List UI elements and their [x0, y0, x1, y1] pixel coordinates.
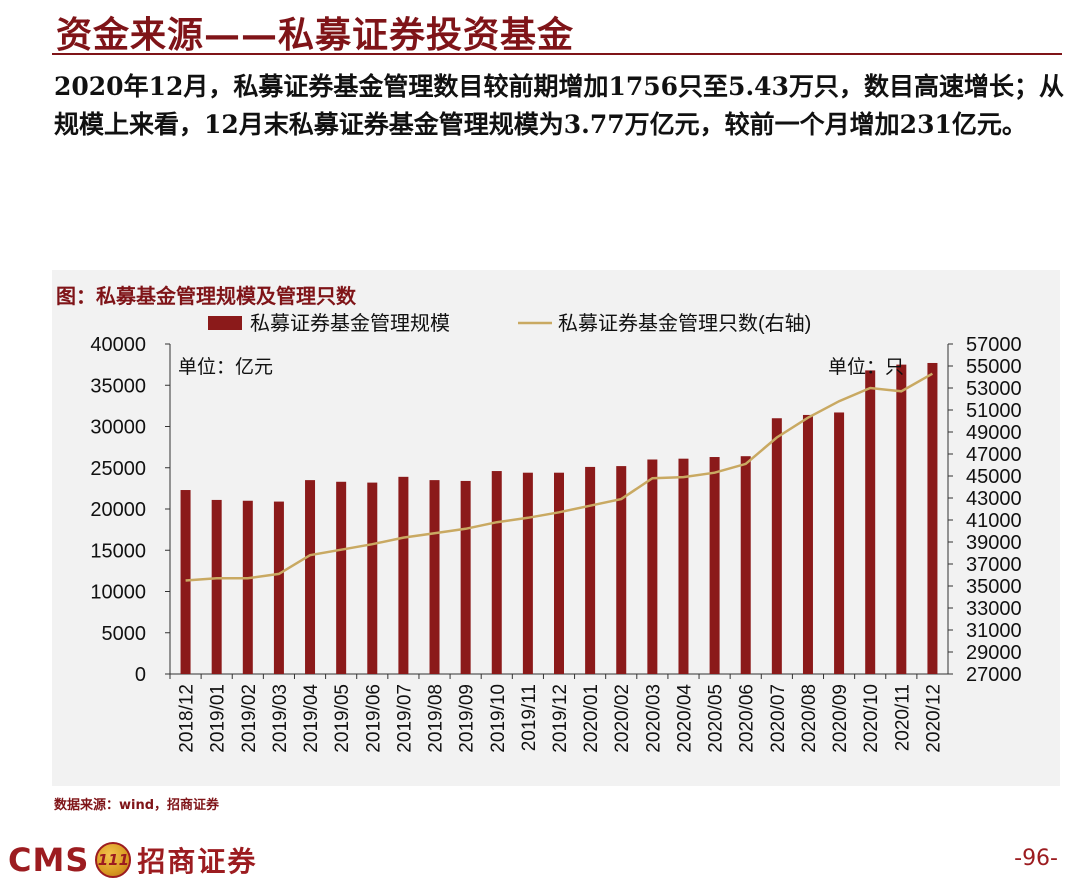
bar-2019-10 [491, 471, 502, 674]
x-tick-label: 2019/04 [301, 684, 322, 753]
left-tick-label: 40000 [90, 334, 146, 356]
left-tick-label: 10000 [90, 582, 146, 604]
left-tick-label: 5000 [102, 623, 147, 645]
right-tick-label: 51000 [966, 400, 1022, 422]
bar-2020-06 [740, 456, 751, 674]
right-tick-label: 57000 [966, 334, 1022, 356]
right-tick-label: 55000 [966, 356, 1022, 378]
right-tick-label: 41000 [966, 510, 1022, 532]
bar-2020-04 [678, 458, 689, 674]
bar-2019-03 [273, 501, 284, 674]
x-tick-label: 2019/03 [270, 684, 291, 753]
right-tick-label: 53000 [966, 378, 1022, 400]
right-tick-label: 29000 [966, 642, 1022, 664]
bar-2019-05 [336, 481, 347, 674]
logo-badge-icon: 111 [95, 842, 132, 878]
bar-2019-06 [367, 482, 378, 674]
chart-caption: 图：私募基金管理规模及管理只数 [56, 284, 356, 308]
x-tick-label: 2019/11 [519, 684, 540, 751]
x-tick-label: 2020/02 [612, 684, 633, 753]
bar-2020-12 [927, 362, 938, 674]
left-tick-label: 30000 [90, 417, 146, 439]
x-tick-label: 2019/05 [332, 684, 353, 753]
company-logo: CMS 111 招商证券 [8, 838, 257, 882]
legend-swatch-bars [208, 316, 242, 330]
x-tick-label: 2020/05 [706, 684, 727, 753]
bar-2020-07 [771, 418, 782, 674]
x-tick-label: 2019/06 [363, 684, 384, 753]
x-tick-label: 2020/11 [892, 684, 913, 751]
logo-text-cn: 招商证券 [137, 845, 258, 878]
x-tick-label: 2020/04 [674, 684, 695, 753]
bar-2020-02 [616, 466, 627, 674]
x-tick-label: 2020/10 [861, 684, 882, 753]
bar-2019-08 [429, 480, 440, 674]
line-series-fund-count [185, 372, 934, 582]
left-tick-label: 0 [135, 664, 146, 686]
x-tick-label: 2020/03 [643, 684, 664, 753]
right-tick-label: 49000 [966, 422, 1022, 444]
bar-2019-02 [242, 500, 253, 674]
source-note: 数据来源：wind，招商证券 [54, 798, 220, 813]
bar-2019-11 [522, 472, 533, 674]
bar-2019-04 [305, 480, 316, 674]
left-tick-label: 35000 [90, 375, 146, 397]
bar-2020-11 [896, 364, 907, 674]
right-tick-label: 37000 [966, 554, 1022, 576]
x-tick-label: 2019/10 [488, 684, 509, 753]
left-tick-label: 20000 [90, 499, 146, 521]
bar-2020-08 [802, 414, 813, 674]
page-number: -96- [1014, 846, 1058, 871]
x-tick-label: 2020/06 [737, 684, 758, 753]
x-tick-label: 2019/02 [239, 684, 260, 753]
left-axis-unit: 单位：亿元 [178, 356, 273, 378]
legend-label-line: 私募证券基金管理只数(右轴) [558, 312, 811, 335]
x-tick-label: 2020/12 [923, 684, 944, 753]
title-divider [52, 53, 1062, 55]
x-tick-label: 2020/07 [768, 684, 789, 753]
legend-label-bars: 私募证券基金管理规模 [250, 312, 450, 335]
x-tick-label: 2019/08 [426, 684, 447, 753]
right-tick-label: 43000 [966, 488, 1022, 510]
slide-title: 资金来源——私募证券投资基金 [56, 14, 575, 56]
x-tick-label: 2020/09 [830, 684, 851, 753]
bar-2020-03 [647, 459, 658, 674]
right-tick-label: 33000 [966, 598, 1022, 620]
x-tick-label: 2019/12 [550, 684, 571, 753]
x-tick-label: 2018/12 [177, 684, 198, 753]
x-tick-label: 2019/09 [457, 684, 478, 753]
x-tick-label: 2019/01 [208, 684, 229, 753]
logo-text-cms: CMS [8, 841, 90, 879]
right-tick-label: 31000 [966, 620, 1022, 642]
right-axis-unit: 单位：只 [828, 356, 904, 378]
right-tick-label: 47000 [966, 444, 1022, 466]
body-paragraph: 2020年12月，私募证券基金管理数目较前期增加1756只至5.43万只，数目高… [54, 72, 1064, 139]
left-tick-label: 25000 [90, 458, 146, 480]
bar-2020-01 [585, 466, 596, 674]
bar-2020-09 [834, 412, 845, 674]
right-tick-label: 39000 [966, 532, 1022, 554]
x-tick-label: 2020/08 [799, 684, 820, 753]
bar-2019-07 [398, 476, 409, 674]
bar-2020-10 [865, 370, 876, 674]
bar-2018-12 [180, 490, 191, 674]
x-tick-label: 2020/01 [581, 684, 602, 753]
bar-2020-05 [709, 457, 720, 674]
bar-2019-12 [554, 472, 564, 674]
right-tick-label: 35000 [966, 576, 1022, 598]
right-tick-label: 27000 [966, 664, 1022, 686]
left-tick-label: 15000 [90, 540, 146, 562]
right-tick-label: 45000 [966, 466, 1022, 488]
bar-2019-09 [460, 480, 471, 674]
bar-2019-01 [211, 499, 222, 674]
x-tick-label: 2019/07 [394, 684, 415, 753]
